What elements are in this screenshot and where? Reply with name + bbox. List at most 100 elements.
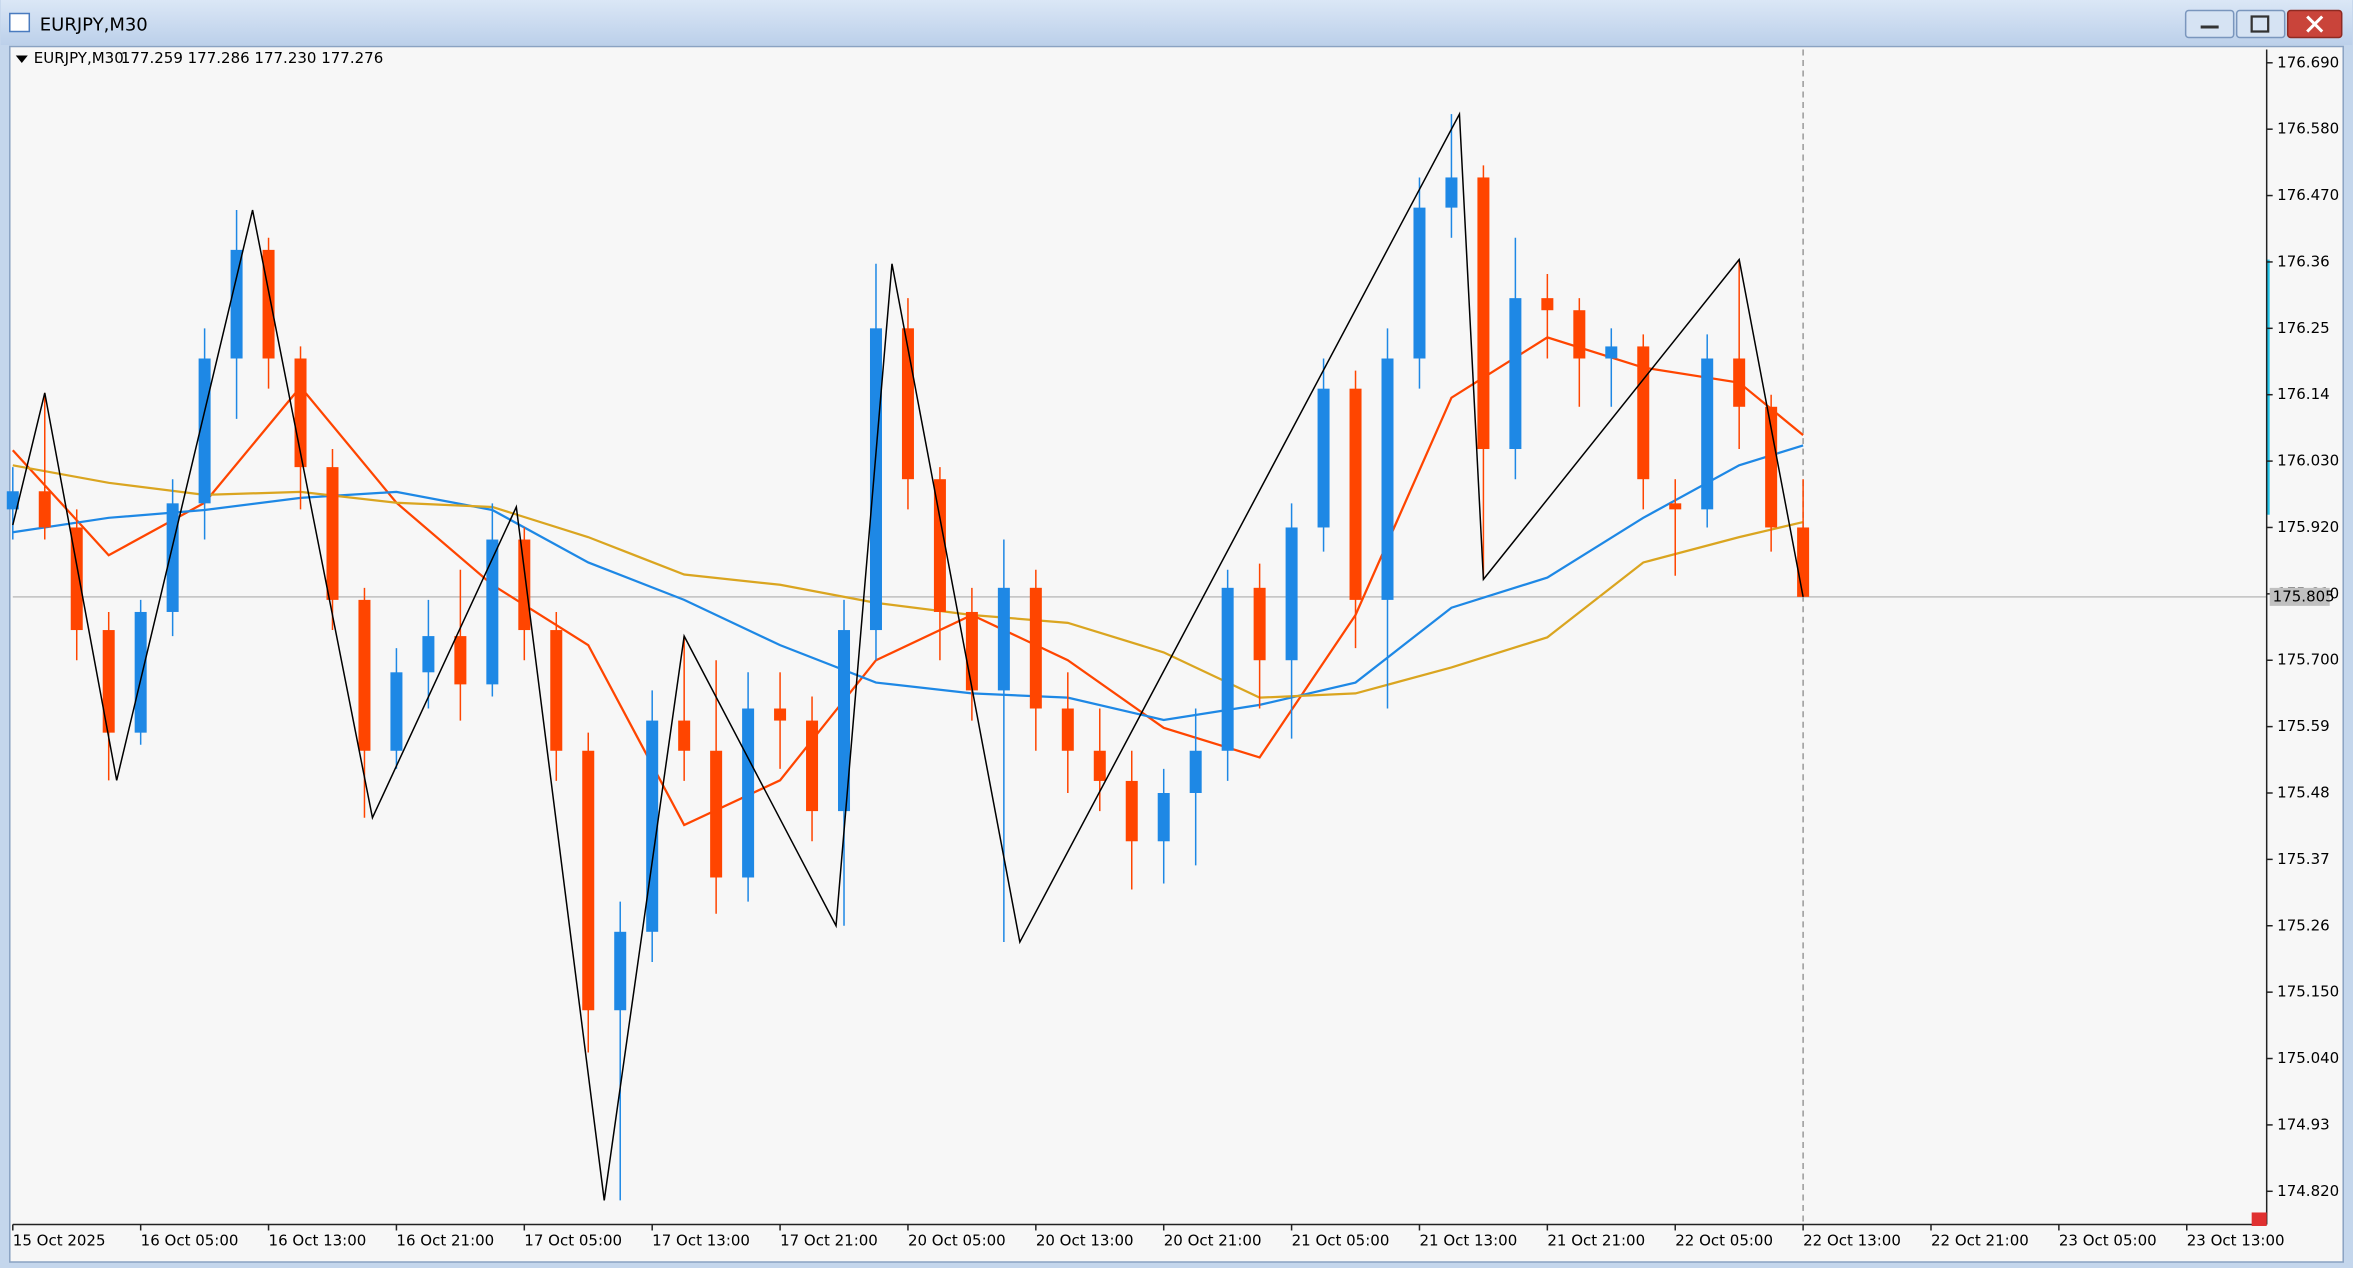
candle-body (646, 720, 659, 932)
y-tick-label: 174.93 (2277, 1115, 2330, 1133)
x-tick-label: 21 Oct 05:00 (1292, 1231, 1390, 1249)
candle-body (70, 527, 83, 631)
header-arrow (15, 55, 28, 64)
candle-body (742, 708, 755, 878)
candle-body (1189, 750, 1202, 793)
x-tick-label: 16 Oct 13:00 (269, 1231, 367, 1249)
current-price-label: 175.805 (2273, 587, 2335, 605)
candle-body (454, 636, 467, 685)
y-tick-label: 175.26 (2277, 916, 2330, 934)
x-tick-label: 20 Oct 05:00 (908, 1231, 1006, 1249)
candle-body (1317, 388, 1330, 528)
candle-body (869, 328, 882, 631)
candle-body (486, 539, 499, 685)
minimize-button[interactable] (2184, 9, 2235, 39)
y-tick-label: 176.580 (2277, 120, 2339, 138)
x-tick-label: 23 Oct 05:00 (2059, 1231, 2157, 1249)
candle-body (1157, 792, 1170, 842)
x-tick-label: 17 Oct 21:00 (780, 1231, 878, 1249)
x-tick-label: 21 Oct 13:00 (1419, 1231, 1517, 1249)
x-tick-label: 16 Oct 21:00 (396, 1231, 494, 1249)
x-tick-label: 23 Oct 13:00 (2187, 1231, 2285, 1249)
candle-body (1285, 527, 1298, 661)
candle-body (1253, 587, 1266, 661)
chart-symbol: EURJPY,M30 (34, 49, 124, 67)
candle-body (933, 479, 946, 612)
x-tick-label: 21 Oct 21:00 (1547, 1231, 1645, 1249)
y-tick-label: 176.690 (2277, 53, 2339, 71)
y-tick-label: 176.030 (2277, 452, 2339, 470)
moving-average (11, 336, 1804, 827)
candle-body (230, 249, 243, 359)
x-tick-label: 17 Oct 05:00 (524, 1231, 622, 1249)
y-tick-label: 175.37 (2277, 850, 2330, 868)
moving-average (12, 464, 1804, 699)
candle-body (1061, 708, 1074, 751)
candle-body (1573, 310, 1586, 359)
x-tick-label: 15 Oct 2025 (13, 1231, 106, 1249)
candle-body (1381, 358, 1394, 600)
moving-average (12, 444, 1804, 722)
candle-body (1701, 358, 1714, 510)
y-tick-label: 174.820 (2277, 1182, 2339, 1200)
candle-body (774, 708, 787, 721)
candle-body (710, 750, 723, 878)
candle-body (1637, 346, 1650, 480)
zigzag-line (12, 111, 1804, 1201)
close-icon (2306, 15, 2324, 33)
window-title: EURJPY,M30 (40, 15, 148, 36)
y-tick-label: 175.48 (2277, 783, 2330, 801)
x-tick-label: 20 Oct 13:00 (1036, 1231, 1134, 1249)
candle-body (806, 720, 819, 812)
y-tick-label: 175.150 (2277, 983, 2339, 1001)
x-tick-label: 16 Oct 05:00 (141, 1231, 239, 1249)
x-tick-label: 17 Oct 13:00 (652, 1231, 750, 1249)
candle-body (1029, 587, 1042, 709)
candle-body (614, 931, 627, 1011)
candle-body (965, 611, 978, 691)
y-tick-label: 175.59 (2277, 717, 2330, 735)
y-tick-label: 176.25 (2277, 319, 2330, 337)
chart-area (9, 45, 2344, 1263)
candle-body (1509, 298, 1522, 450)
y-tick-label: 175.700 (2277, 651, 2339, 669)
candle-body (997, 587, 1010, 691)
candle-body (1477, 177, 1490, 450)
candle-body (1733, 358, 1746, 407)
candle-body (838, 630, 851, 812)
restore-button[interactable] (2235, 9, 2286, 39)
y-tick-label: 176.14 (2277, 385, 2330, 403)
candle-body (1413, 207, 1426, 359)
x-tick-label: 22 Oct 13:00 (1803, 1231, 1901, 1249)
current-price-box (2269, 587, 2330, 606)
chart-quote: 177.259 177.286 177.230 177.276 (121, 49, 383, 67)
candle-body (390, 672, 403, 751)
candle-body (38, 491, 51, 528)
candle-body (1445, 177, 1458, 208)
candle-body (678, 720, 691, 751)
candle-body (1797, 527, 1810, 597)
plot (6, 49, 2267, 1225)
candle-body (326, 467, 339, 600)
restore-icon (2250, 15, 2270, 33)
x-tick-label: 22 Oct 21:00 (1931, 1231, 2029, 1249)
candle-body (1221, 587, 1234, 751)
corner-button[interactable] (2251, 1212, 2267, 1226)
candle-body (198, 358, 211, 504)
x-tick-label: 20 Oct 21:00 (1164, 1231, 1262, 1249)
candle-body (1765, 406, 1778, 528)
app-icon (9, 12, 31, 33)
y-tick-label: 175.920 (2277, 518, 2339, 536)
candle-body (1605, 346, 1618, 359)
scale-marker (2266, 259, 2270, 515)
x-tick-label: 22 Oct 05:00 (1675, 1231, 1773, 1249)
candle-body (166, 503, 179, 612)
candle-body (102, 630, 115, 733)
y-tick-label: 175.040 (2277, 1049, 2339, 1067)
candle-body (550, 630, 563, 751)
candle-body (1093, 750, 1106, 781)
candle-body (1349, 388, 1362, 600)
title-bar (0, 0, 2353, 46)
